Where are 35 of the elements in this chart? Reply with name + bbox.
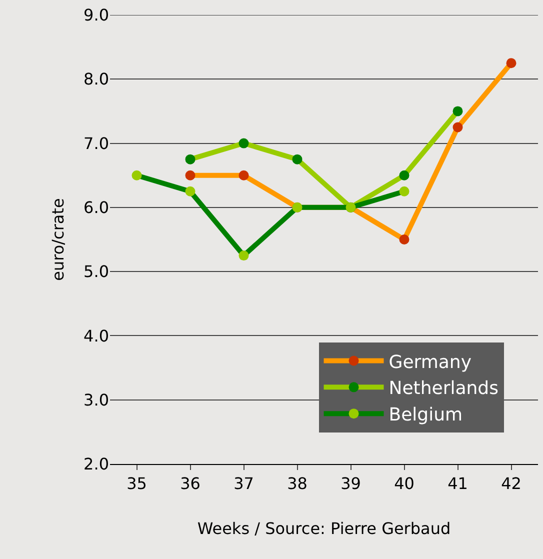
y-tick-label: 6.0: [84, 198, 109, 218]
x-tick-label: 37: [234, 474, 254, 494]
x-tick-label: 40: [394, 474, 414, 494]
point: [399, 170, 410, 180]
y-tick-label: 3.0: [84, 390, 109, 410]
legend-label: Netherlands: [388, 378, 498, 400]
x-tick-label: 36: [180, 474, 200, 494]
y-tick-label: 7.0: [84, 134, 109, 153]
point: [185, 154, 196, 164]
point: [399, 234, 410, 244]
point: [452, 122, 463, 132]
point: [238, 138, 249, 148]
point: [185, 186, 196, 196]
y-tick-label: 5.0: [84, 262, 109, 282]
x-tick-label: 42: [501, 474, 522, 494]
y-tick-label: 2.0: [84, 454, 109, 474]
x-tick-label: 35: [126, 474, 147, 494]
point: [238, 250, 249, 261]
legend-label: Germany: [388, 352, 472, 373]
point: [292, 154, 302, 164]
y-axis-title: euro/crate: [48, 198, 68, 281]
x-tick-label: 41: [448, 474, 468, 494]
point: [238, 170, 249, 180]
point: [399, 186, 410, 196]
point: [452, 106, 463, 116]
y-tick-label: 4.0: [84, 326, 109, 346]
point: [185, 170, 196, 180]
x-tick-label: 39: [340, 474, 361, 494]
legend-label: Belgium: [388, 404, 463, 426]
x-axis-title: Weeks / Source: Pierre Gerbaud: [197, 518, 451, 538]
y-tick-label: 9.0: [84, 6, 109, 25]
x-tick-label: 38: [287, 474, 308, 494]
y-tick-label: 8.0: [84, 70, 109, 89]
point: [506, 58, 516, 68]
point: [132, 170, 142, 180]
